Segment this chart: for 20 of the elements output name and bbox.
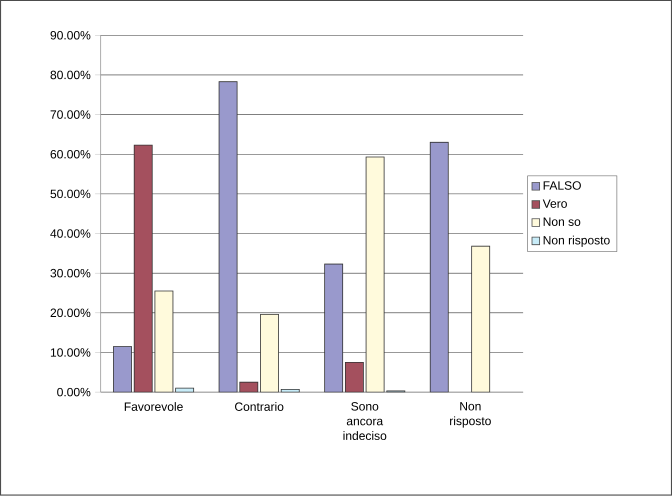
bar [280,389,300,393]
y-tick-label: 70.00% [50,110,90,120]
legend-label: Non so [544,218,580,226]
y-tick-label: 20.00% [50,308,90,318]
y-tick-label: 60.00% [50,150,90,159]
y-tick-label: 40.00% [50,229,90,238]
x-tick-label: Sono ancora indeciso [343,402,386,440]
y-tick-label: 30.00% [50,269,90,278]
legend-label: FALSO [544,181,581,190]
y-tick-label: 10.00% [50,348,90,357]
x-tick-label: Contrario [235,402,284,412]
y-tick-label: 50.00% [50,190,90,198]
bar [239,382,258,393]
y-tick-label: 80.00% [50,70,90,80]
legend-label: Non risposto [544,236,610,248]
x-tick-label: Non risposto [450,402,491,428]
y-tick-label: 90.00% [50,31,90,40]
x-tick-label: Favorevole [124,402,183,412]
y-tick-label: 0.00% [57,388,90,397]
legend-label: Vero [542,200,567,208]
